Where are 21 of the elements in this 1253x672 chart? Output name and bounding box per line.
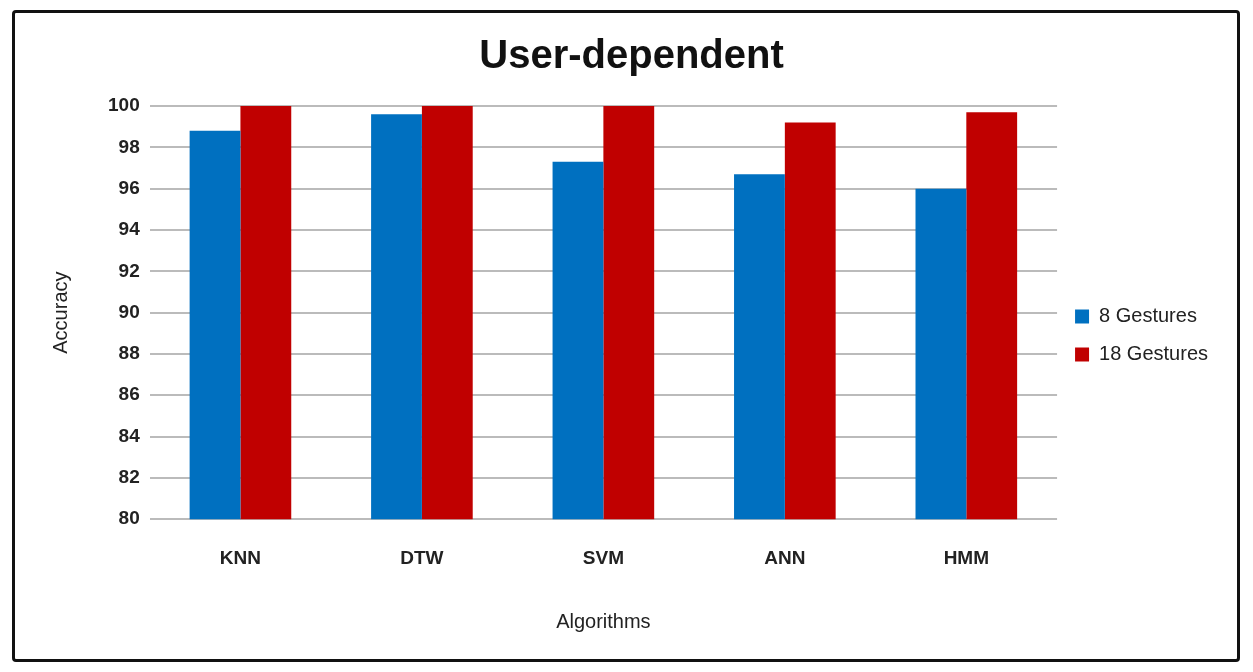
x-tick-label: HMM [943,546,990,568]
y-tick-label: 98 [118,135,140,157]
y-tick-label: 84 [118,424,141,446]
x-tick-label: SVM [582,546,624,568]
y-tick-label: 86 [118,383,140,405]
legend-label: 18 Gestures [1099,342,1209,365]
y-tick-label: 82 [118,466,140,488]
x-tick-label: DTW [400,546,444,568]
y-tick-label: 100 [108,94,140,116]
y-tick-label: 90 [118,300,140,322]
x-tick-label: ANN [764,546,806,568]
x-tick-label: KNN [219,546,262,568]
y-tick-label: 80 [118,507,140,529]
y-tick-label: 94 [118,218,141,240]
y-tick-label: 92 [118,259,140,281]
legend-label: 8 Gestures [1099,304,1197,327]
y-tick-label: 96 [118,176,140,198]
chart-title: User-dependent [479,32,784,77]
y-tick-label: 88 [118,342,140,364]
y-axis-title: Accuracy [48,271,71,354]
x-axis-title: Algorithms [556,609,651,632]
